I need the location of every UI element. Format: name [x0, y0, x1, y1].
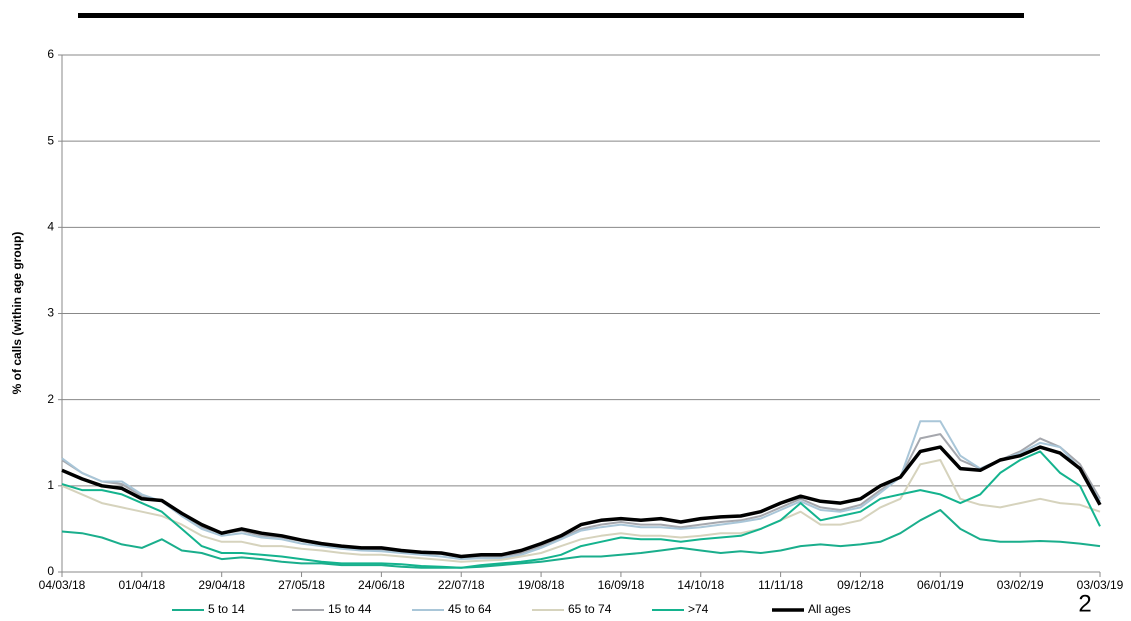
y-tick-label: 0 [47, 564, 54, 578]
x-tick-label: 27/05/18 [278, 578, 325, 592]
header-bar [78, 13, 1024, 18]
y-tick-label: 5 [47, 133, 54, 147]
x-tick-label: 09/12/18 [837, 578, 884, 592]
x-tick-label: 01/04/18 [118, 578, 165, 592]
legend-label: 15 to 44 [328, 602, 372, 616]
y-tick-label: 2 [47, 392, 54, 406]
x-tick-label: 19/08/18 [518, 578, 565, 592]
x-tick-label: 03/02/19 [997, 578, 1044, 592]
legend-label: All ages [808, 602, 851, 616]
legend-label: 5 to 14 [208, 602, 245, 616]
legend-label: >74 [688, 602, 709, 616]
legend-label: 65 to 74 [568, 602, 612, 616]
series-line [61, 420, 1101, 561]
x-tick-label: 22/07/18 [438, 578, 485, 592]
y-tick-label: 6 [47, 47, 54, 61]
series-line [61, 459, 1101, 563]
x-tick-label: 24/06/18 [358, 578, 405, 592]
y-axis-label: % of calls (within age group) [10, 232, 24, 395]
series-line [61, 509, 1101, 569]
x-tick-label: 16/09/18 [598, 578, 645, 592]
x-tick-label: 14/10/18 [677, 578, 724, 592]
series-line [61, 450, 1101, 569]
legend-label: 45 to 64 [448, 602, 492, 616]
series-line [61, 445, 1102, 559]
x-tick-label: 06/01/19 [917, 578, 964, 592]
x-tick-label: 04/03/18 [39, 578, 86, 592]
y-tick-label: 4 [47, 220, 54, 234]
page-number: 2 [1078, 590, 1091, 617]
x-tick-label: 03/03/19 [1077, 578, 1124, 592]
x-tick-label: 29/04/18 [198, 578, 245, 592]
x-tick-label: 11/11/18 [758, 578, 803, 592]
y-tick-label: 1 [47, 478, 54, 492]
y-tick-label: 3 [47, 306, 54, 320]
